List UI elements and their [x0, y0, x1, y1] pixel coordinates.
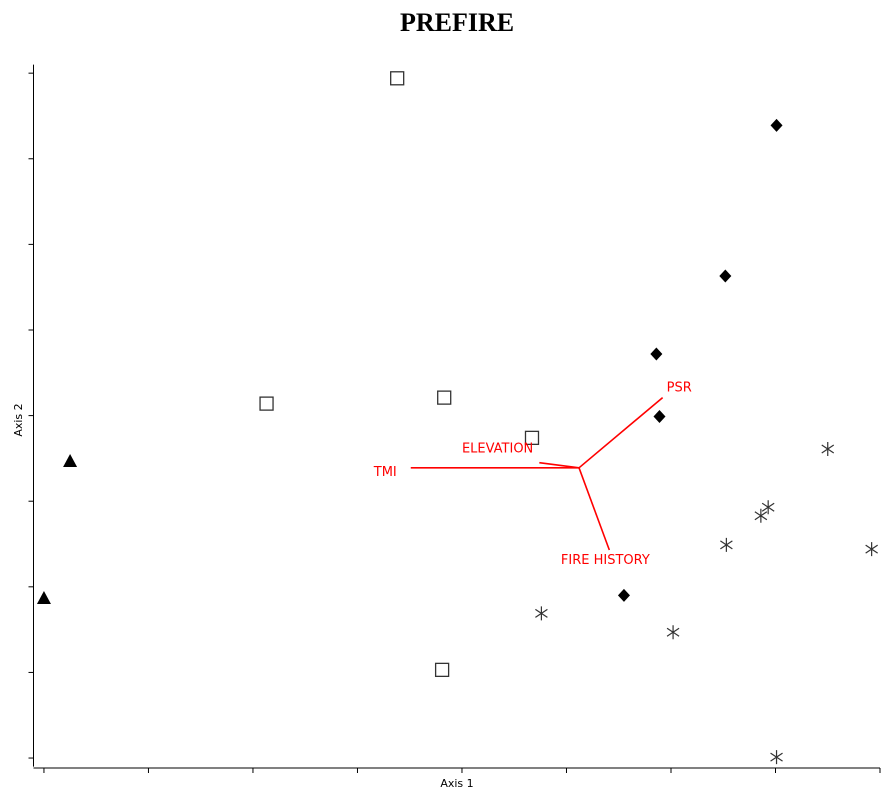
point	[524, 430, 540, 446]
point	[719, 269, 732, 283]
point	[720, 537, 733, 552]
y-axis-label: Axis 2	[12, 403, 25, 436]
diamond-shape	[719, 269, 732, 283]
square-shape	[390, 71, 405, 86]
square-shape	[524, 430, 540, 446]
point	[390, 71, 405, 86]
asterisk-shape	[535, 606, 548, 621]
point	[535, 606, 548, 621]
triangle-shape	[63, 453, 78, 467]
point	[434, 662, 450, 678]
asterisk-shape	[761, 500, 775, 515]
point	[770, 750, 783, 765]
point	[653, 409, 666, 423]
point	[666, 625, 680, 640]
asterisk-shape	[865, 542, 878, 557]
vector-label: ELEVATION	[462, 442, 533, 457]
vector-label: FIRE HISTORY	[561, 553, 650, 568]
point	[821, 441, 835, 456]
biplot-vector	[539, 461, 580, 469]
point	[761, 500, 775, 515]
diamond-shape	[650, 347, 663, 361]
point	[259, 396, 274, 411]
vector-label: TMI	[373, 465, 397, 480]
point	[437, 390, 452, 405]
biplot-vector	[578, 467, 611, 551]
point	[650, 347, 663, 361]
point	[63, 453, 78, 467]
square-shape	[259, 396, 274, 411]
point	[770, 118, 783, 132]
asterisk-shape	[754, 508, 768, 523]
diamond-shape	[770, 118, 783, 132]
asterisk-shape	[666, 625, 680, 640]
asterisk-shape	[821, 441, 835, 456]
vector-label: PSR	[667, 381, 692, 396]
point	[36, 590, 51, 604]
point	[865, 542, 878, 557]
point	[754, 508, 768, 523]
diamond-shape	[617, 588, 630, 602]
square-shape	[434, 662, 450, 678]
chart-title: PREFIRE	[400, 8, 514, 37]
diamond-shape	[653, 409, 666, 423]
biplot-vector	[578, 397, 664, 469]
triangle-shape	[36, 590, 51, 604]
point	[617, 588, 630, 602]
x-axis-label: Axis 1	[440, 777, 473, 790]
asterisk-shape	[720, 537, 733, 552]
square-shape	[437, 390, 452, 405]
asterisk-shape	[770, 750, 783, 765]
